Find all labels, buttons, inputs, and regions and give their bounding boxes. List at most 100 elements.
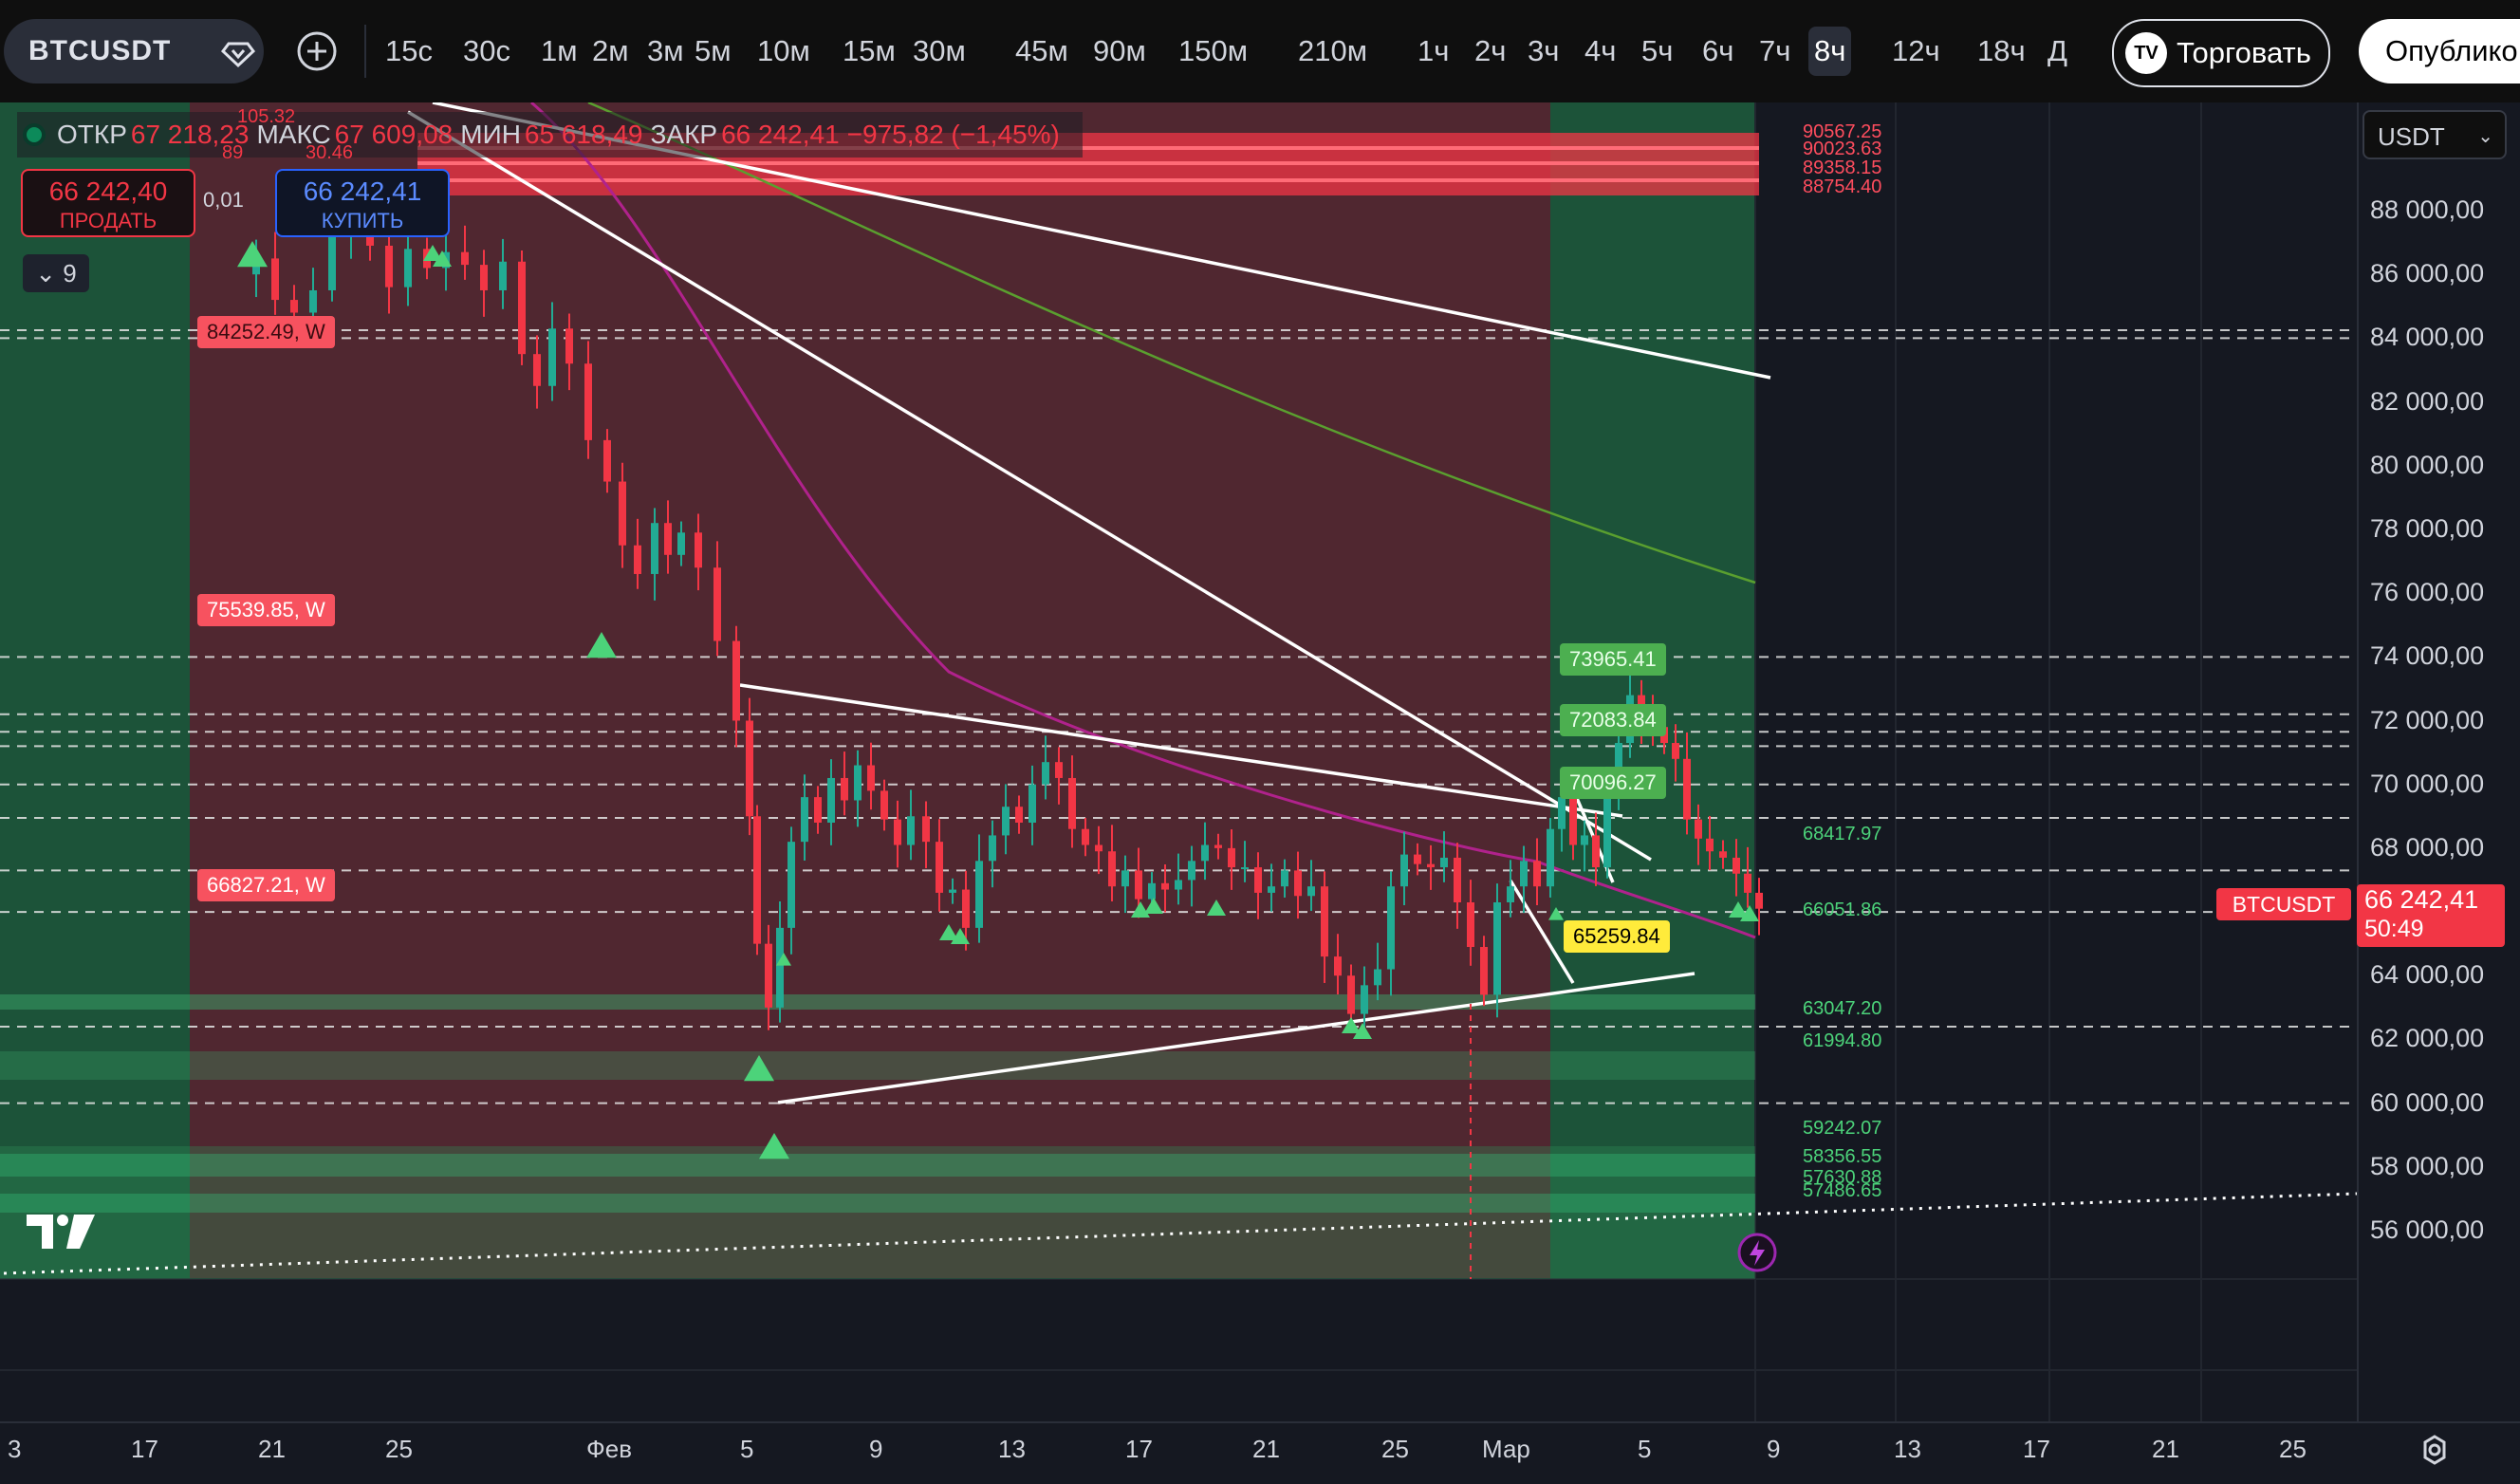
bar-countdown: 50:49	[2364, 916, 2424, 942]
timeframe-15с[interactable]: 15с	[385, 34, 433, 67]
candle-body	[814, 797, 822, 823]
candle-body	[1042, 762, 1049, 785]
buy-price: 66 242,41	[303, 176, 422, 206]
ohlc-legend: ОТКР 67 218,23 МАКС 67 609,08 МИН 65 618…	[17, 112, 1083, 158]
level-text-green: 61994.80	[1803, 1030, 1882, 1051]
timeframe-4ч[interactable]: 4ч	[1584, 34, 1617, 67]
timeframe-150м[interactable]: 150м	[1178, 34, 1249, 67]
timeframe-30с[interactable]: 30с	[463, 34, 510, 67]
timeframe-210м[interactable]: 210м	[1298, 34, 1368, 67]
price-chart[interactable]	[0, 102, 2357, 1421]
time-axis-label: 9	[1767, 1435, 1781, 1463]
timeframe-6ч[interactable]: 6ч	[1702, 34, 1734, 67]
indicators-toggle[interactable]: ⌄ 9	[23, 254, 89, 292]
candle-body	[1387, 886, 1395, 970]
candle-body	[1188, 861, 1195, 881]
sell-label: ПРОДАТЬ	[59, 209, 158, 232]
level-text-red: 88754.40	[1803, 176, 1882, 197]
sell-button[interactable]: 66 242,40 ПРОДАТЬ	[21, 169, 195, 237]
price-scale[interactable]	[2357, 102, 2520, 1421]
timeframe-8ч[interactable]: 8ч	[1808, 27, 1852, 76]
level-text-green: 59242.07	[1803, 1118, 1882, 1139]
price-axis-label: 60 000,00	[2370, 1087, 2485, 1117]
timeframe-3м[interactable]: 3м	[647, 34, 684, 67]
timeframe-2ч[interactable]: 2ч	[1474, 34, 1507, 67]
candle-body	[518, 261, 526, 355]
candle-body	[1755, 892, 1763, 909]
time-axis-label: 25	[385, 1435, 413, 1463]
timeframe-1ч[interactable]: 1ч	[1418, 34, 1450, 67]
time-axis-label: 25	[2279, 1435, 2307, 1463]
buy-signal-icon	[1207, 900, 1226, 916]
timeframe-2м[interactable]: 2м	[592, 34, 629, 67]
candle-body	[1015, 807, 1023, 823]
buy-button[interactable]: 66 242,41 КУПИТЬ	[275, 169, 450, 237]
currency-select[interactable]: USDT ⌄	[2362, 110, 2507, 159]
price-axis-label: 56 000,00	[2370, 1215, 2485, 1244]
timeframe-45м[interactable]: 45м	[1015, 34, 1068, 67]
timeframe-5м[interactable]: 5м	[695, 34, 732, 67]
candle-body	[827, 777, 835, 823]
timeframe-10м[interactable]: 10м	[757, 34, 810, 67]
level-text-green: 57486.65	[1803, 1180, 1882, 1201]
candle-body	[480, 265, 488, 290]
candle-body	[1427, 863, 1435, 868]
timeframe-12ч[interactable]: 12ч	[1892, 34, 1940, 67]
candle-body	[867, 765, 875, 791]
open-label: ОТКР	[57, 120, 127, 149]
timeframe-30м[interactable]: 30м	[913, 34, 966, 67]
time-axis-label: 17	[131, 1435, 158, 1463]
buy-signal-icon	[744, 1055, 774, 1082]
candle-body	[634, 545, 641, 574]
timeframe-1м[interactable]: 1м	[541, 34, 578, 67]
candle-body	[1695, 819, 1702, 839]
support-band	[0, 1146, 1755, 1279]
partial-label: 89	[222, 142, 244, 163]
compare-add-icon[interactable]	[294, 28, 340, 74]
chart-pane[interactable]	[0, 102, 2357, 1421]
price-axis-label: 76 000,00	[2370, 578, 2485, 607]
level-text-green: 57630.88	[1803, 1167, 1882, 1188]
candle-body	[548, 328, 556, 386]
symbol-price-tag: BTCUSDT	[2216, 888, 2351, 920]
candle-body	[1507, 886, 1514, 902]
candle-body	[1241, 867, 1249, 870]
timeframe-15м[interactable]: 15м	[843, 34, 896, 67]
timeframe-90м[interactable]: 90м	[1093, 34, 1146, 67]
candle-body	[385, 245, 393, 288]
candle-body	[1175, 880, 1182, 890]
lightning-icon[interactable]	[1736, 1232, 1778, 1273]
candle-body	[713, 567, 721, 641]
support-band	[0, 1194, 1755, 1213]
timeframe-18ч[interactable]: 18ч	[1977, 34, 2026, 67]
time-axis-label: 21	[2152, 1435, 2179, 1463]
candle-body	[732, 640, 740, 721]
close-label: ЗАКР	[650, 120, 718, 149]
price-axis-label: 70 000,00	[2370, 769, 2485, 798]
diamond-icon[interactable]	[216, 30, 260, 74]
resistance-line	[417, 161, 1759, 165]
timeframe-Д[interactable]: Д	[2048, 34, 2067, 67]
symbol-search-button[interactable]: BTCUSDT	[4, 19, 264, 83]
trendline	[777, 972, 1695, 1104]
buy-label: КУПИТЬ	[321, 209, 404, 232]
candle-body	[677, 532, 685, 555]
candle-body	[1520, 861, 1528, 887]
trade-button[interactable]: TV Торговать	[2112, 19, 2330, 87]
timeframe-5ч[interactable]: 5ч	[1641, 34, 1674, 67]
publish-button[interactable]: Опублико	[2359, 19, 2520, 83]
time-scale[interactable]	[0, 1421, 2520, 1484]
candle-body	[1082, 828, 1089, 845]
candle-body	[1347, 975, 1355, 1014]
candle-body	[1161, 882, 1169, 890]
timeframe-3ч[interactable]: 3ч	[1528, 34, 1560, 67]
price-axis-label: 84 000,00	[2370, 323, 2485, 352]
timeframe-7ч[interactable]: 7ч	[1759, 34, 1791, 67]
top-toolbar: BTCUSDT 15с 30с 1м 2м 3м 5м 10м 15м 30м 45м 90м 150…	[0, 0, 2520, 104]
gear-icon[interactable]	[2418, 1433, 2452, 1467]
candle-body	[1254, 867, 1262, 893]
time-axis-label: Фев	[586, 1435, 633, 1463]
support-band	[0, 1051, 1755, 1080]
buy-signal-icon	[951, 928, 970, 944]
candle-body	[880, 790, 888, 820]
